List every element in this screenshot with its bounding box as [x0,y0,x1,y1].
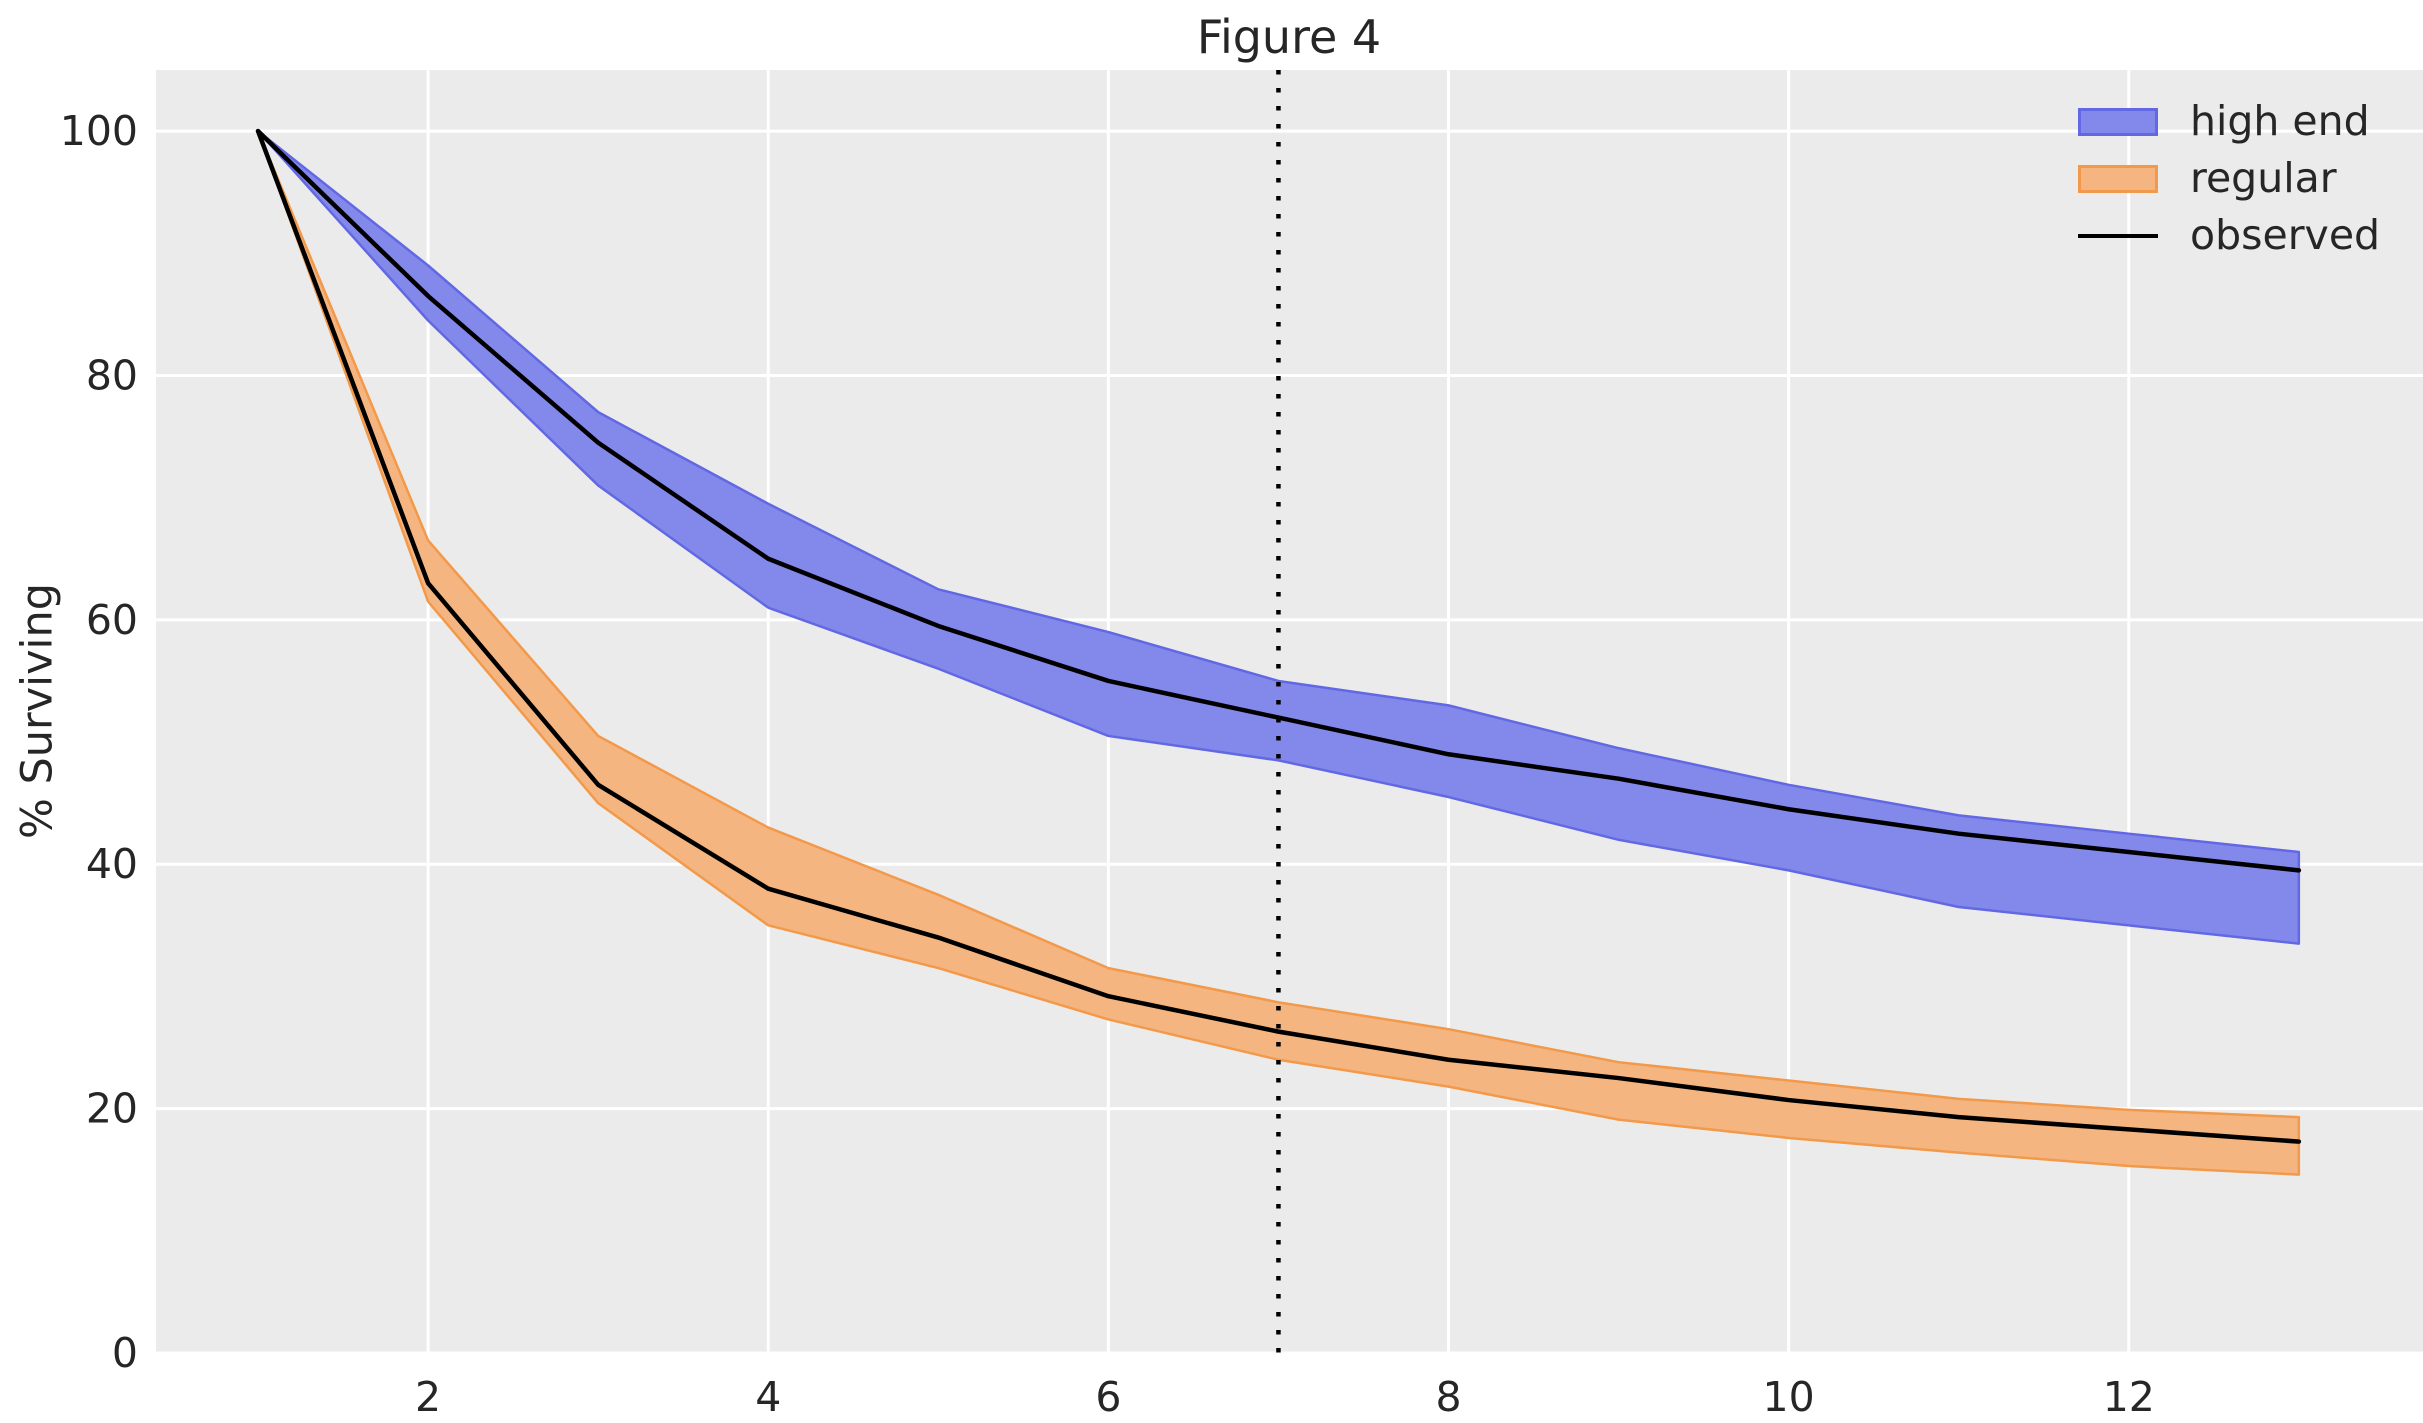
y-tick-label: 60 [86,596,138,644]
legend-entry-high-end: high end [2078,93,2380,150]
legend-entry-regular: regular [2078,150,2380,207]
y-tick-label: 0 [112,1329,138,1377]
x-tick-label: 2 [415,1373,441,1421]
y-axis-label: % Surviving [12,582,63,840]
y-tick-label: 80 [86,351,138,399]
legend-label: high end [2190,97,2370,145]
legend-entry-observed: observed [2078,207,2380,264]
y-tick-label: 100 [60,107,138,155]
regular-band [256,129,2301,1176]
observed-line-swatch [2078,233,2158,238]
legend-label: regular [2190,154,2337,202]
observed-regular-line [255,128,2302,1144]
high-end-band [256,129,2301,945]
regular-band-swatch [2078,164,2158,193]
x-tick-label: 6 [1095,1373,1121,1421]
x-tick-label: 12 [2103,1373,2155,1421]
y-tick-label: 40 [86,840,138,888]
observed-high-end-line [255,128,2302,873]
high-end-band-swatch [2078,107,2158,136]
legend-label: observed [2190,211,2381,259]
legend: high end regular observed [2078,93,2380,264]
x-tick-label: 4 [755,1373,781,1421]
x-tick-label: 10 [1763,1373,1815,1421]
y-tick-label: 20 [86,1085,138,1133]
chart-title: Figure 4 [1196,10,1382,64]
x-tick-label: 8 [1435,1373,1461,1421]
